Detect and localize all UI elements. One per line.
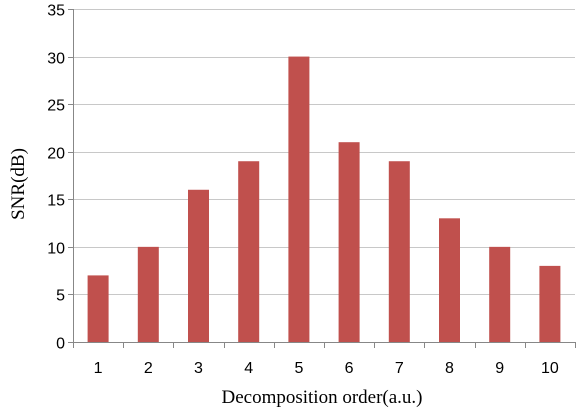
bars xyxy=(87,56,561,342)
bar-10 xyxy=(539,265,561,342)
bar-9 xyxy=(489,246,511,342)
y-tick-label-30: 30 xyxy=(47,51,65,68)
y-tick-label-25: 25 xyxy=(47,98,65,115)
bar-1 xyxy=(87,275,109,342)
x-tick-label-5: 5 xyxy=(294,360,303,377)
x-tick-label-10: 10 xyxy=(541,360,559,377)
y-tick-label-0: 0 xyxy=(56,336,65,353)
bar-3 xyxy=(188,189,209,342)
bar-2 xyxy=(137,246,159,342)
bar-4 xyxy=(238,161,260,342)
y-tick-labels: 0 5 10 15 20 25 30 35 xyxy=(47,3,65,353)
x-axis-title: Decomposition order(a.u.) xyxy=(221,387,422,408)
x-tick-label-9: 9 xyxy=(495,360,504,377)
x-tick-label-6: 6 xyxy=(345,360,354,377)
y-tick-label-20: 20 xyxy=(47,146,65,163)
bar-8 xyxy=(439,218,460,342)
x-tick-label-7: 7 xyxy=(395,360,404,377)
x-tick-label-1: 1 xyxy=(94,360,103,377)
bar-7 xyxy=(388,161,410,342)
y-tick-label-10: 10 xyxy=(47,241,65,258)
x-tick-label-4: 4 xyxy=(244,360,253,377)
axes xyxy=(68,9,576,348)
x-tick-label-2: 2 xyxy=(144,360,153,377)
x-tick-labels: 1 2 3 4 5 6 7 8 9 10 xyxy=(94,360,559,377)
bar-5 xyxy=(288,56,310,342)
x-tick-label-3: 3 xyxy=(194,360,203,377)
x-tick-label-8: 8 xyxy=(445,360,454,377)
bar-6 xyxy=(338,142,360,342)
y-tick-label-35: 35 xyxy=(47,3,65,20)
y-tick-label-15: 15 xyxy=(47,193,65,210)
y-axis-title: SNR(dB) xyxy=(8,148,29,220)
y-tick-label-5: 5 xyxy=(56,288,65,305)
